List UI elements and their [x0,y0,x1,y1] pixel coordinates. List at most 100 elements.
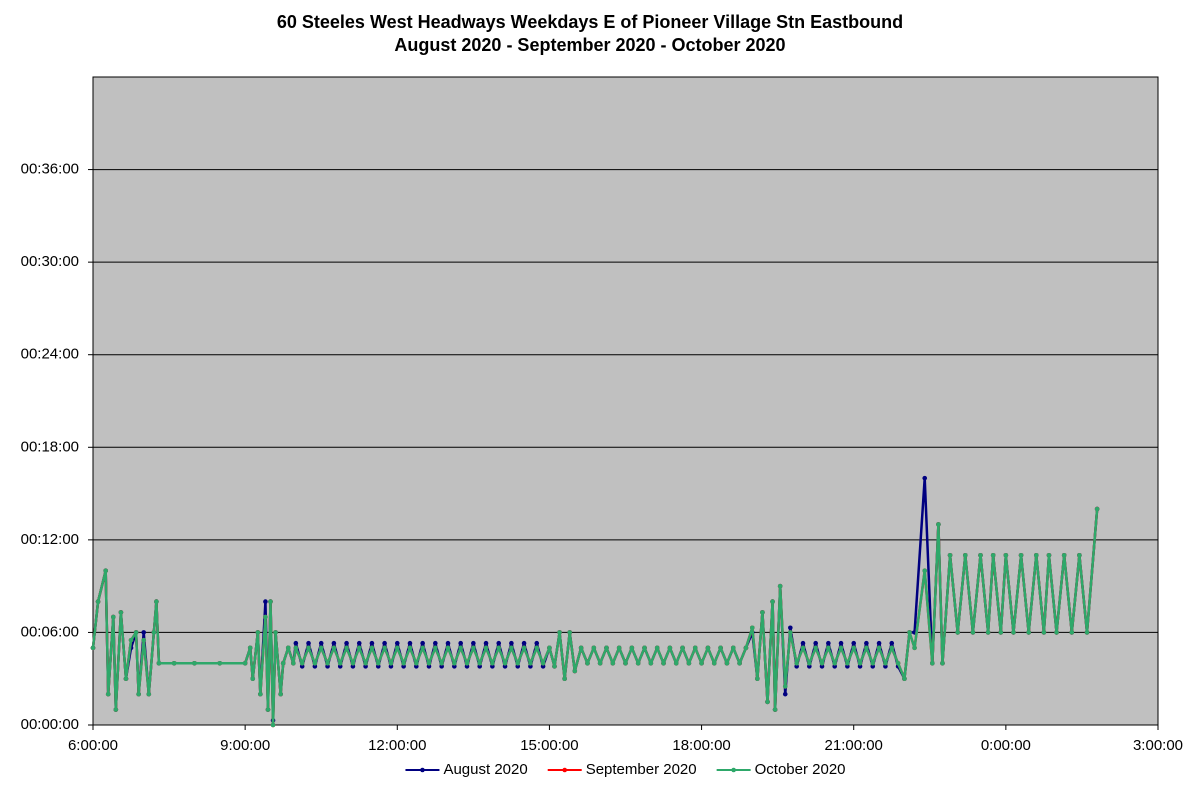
point [299,660,305,666]
point [889,640,895,646]
point [782,691,788,697]
point [394,645,400,651]
point [730,645,736,651]
point [356,645,362,651]
point [141,630,147,635]
point [883,660,888,666]
point [947,552,953,558]
point [192,660,197,666]
point [760,610,765,615]
y-tick-label: 00:00:00 [21,716,79,733]
legend-marker [731,767,736,773]
x-tick-label: 3:00:00 [1133,737,1183,754]
point [123,676,129,682]
point [851,640,857,646]
point [439,660,444,666]
point [623,660,628,666]
series-line [91,508,1099,727]
point [642,645,647,651]
x-tick-label: 12:00:00 [368,737,426,754]
point [1003,552,1009,558]
point [515,660,521,666]
x-tick-label: 18:00:00 [672,737,730,754]
point [673,660,679,666]
point [985,630,991,635]
point [864,645,869,651]
point [445,645,451,651]
point [146,691,152,697]
point [280,660,286,666]
point [1033,552,1039,558]
point [217,660,223,666]
point [699,660,704,666]
point [724,660,730,666]
point [990,552,996,558]
point [567,630,573,635]
point [940,660,945,666]
point [477,660,482,666]
point [572,668,578,674]
y-tick-label: 00:30:00 [21,253,79,270]
y-tick-label: 00:24:00 [21,346,79,363]
point [534,640,540,646]
point [838,645,844,651]
point [970,630,976,635]
x-tick-label: 0:00:00 [981,737,1031,754]
point [1069,630,1075,635]
point [1046,552,1052,558]
point [471,645,476,651]
point [356,640,362,646]
point [458,640,463,646]
point [770,599,775,604]
point [420,645,425,651]
point [876,640,882,646]
point [930,660,935,666]
point [105,691,111,697]
point [452,660,457,666]
point [445,640,451,646]
point [616,645,622,651]
point [407,645,413,651]
point [597,660,603,666]
point [585,660,590,666]
point [306,640,311,646]
point [557,630,562,635]
point [857,660,863,666]
point [876,645,882,651]
point [936,522,941,527]
point [113,707,119,712]
point [483,640,489,646]
point [737,660,742,666]
point [382,645,387,651]
point [819,660,825,666]
point [629,645,635,651]
point [471,640,476,646]
point [433,640,438,646]
point [433,645,438,651]
point [978,552,983,558]
point [458,645,463,651]
point [363,660,368,666]
point [242,660,248,666]
point [258,691,263,697]
point [263,614,268,620]
point [141,637,147,643]
y-tick-label: 00:36:00 [21,161,79,178]
point [285,645,291,651]
plot-border [92,76,1159,726]
point [331,640,337,646]
point [420,640,425,646]
point [401,660,406,666]
point [490,660,495,666]
point [718,645,723,651]
chart-subtitle: August 2020 - September 2020 - October 2… [394,35,785,55]
series [90,506,1100,728]
point [743,645,749,651]
point [350,660,356,666]
point [711,660,717,666]
point [509,645,514,651]
point [765,699,770,705]
point [118,610,124,615]
point [318,640,324,646]
point [998,630,1004,635]
